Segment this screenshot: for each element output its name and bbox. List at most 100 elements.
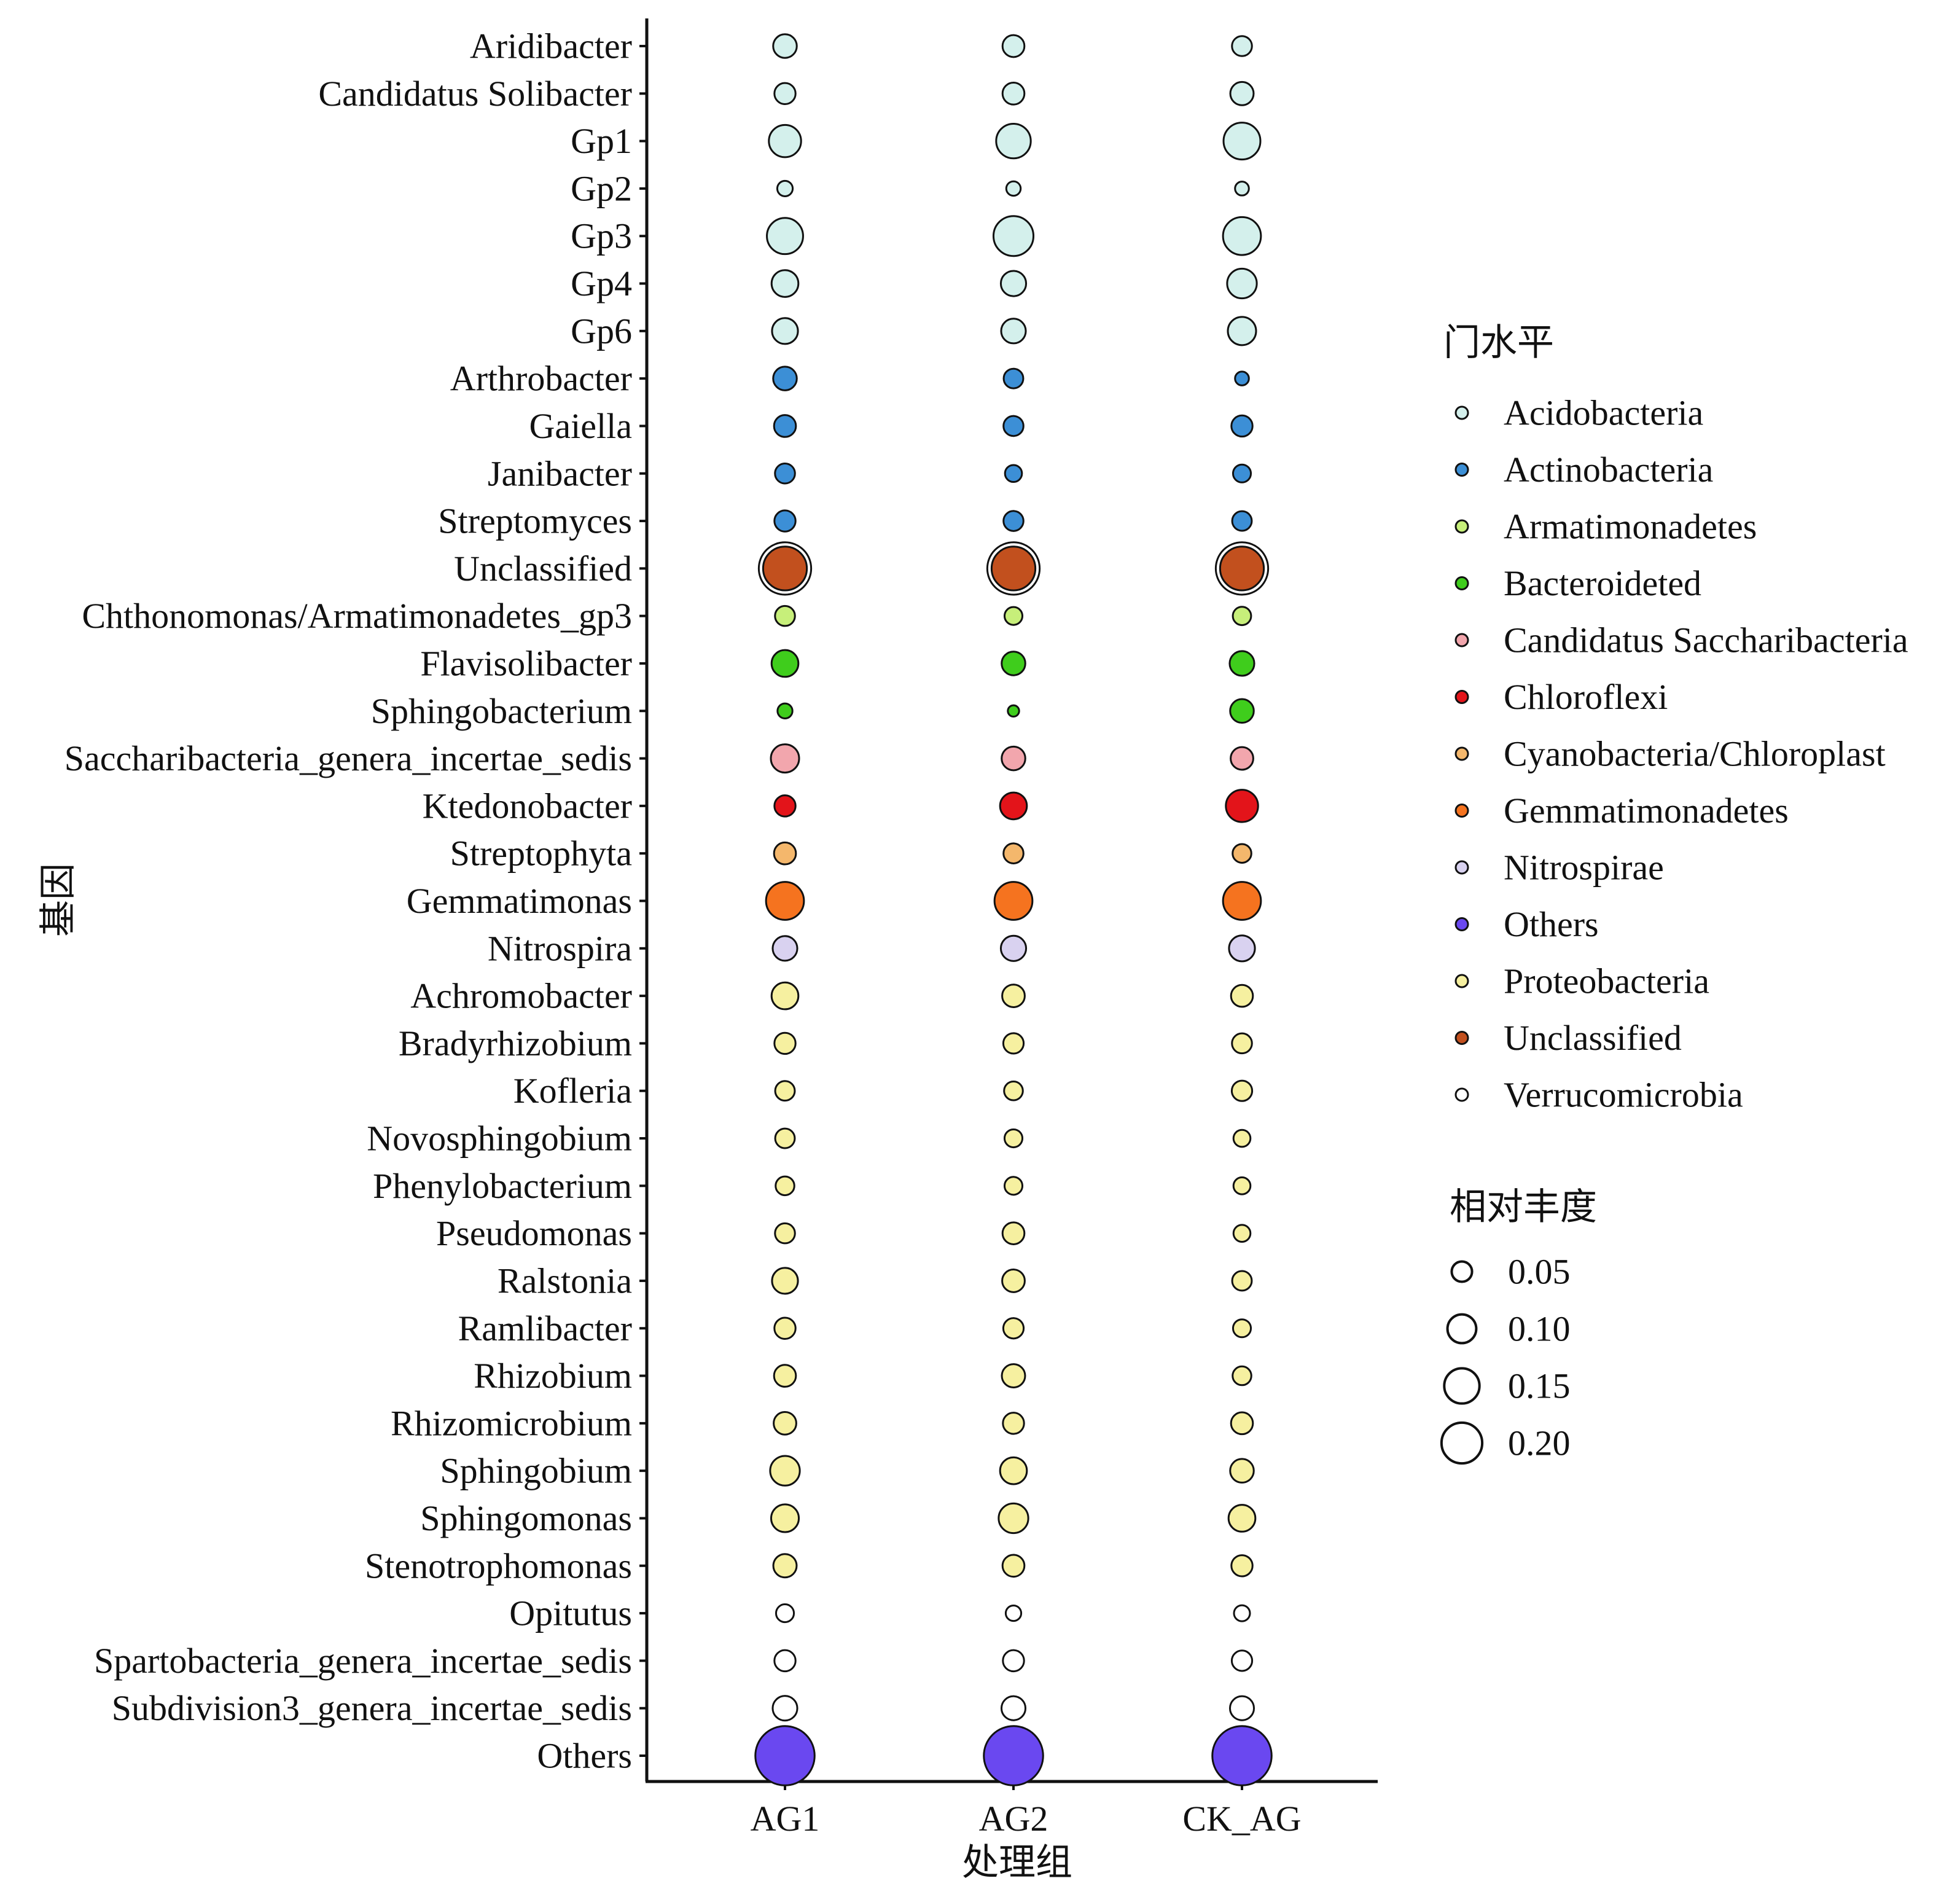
point-nitrospira-ag1 [771,935,798,962]
y-tick-label-sphingomonas: Sphingomonas [420,1498,632,1538]
legend-label-acidobacteria: Acidobacteria [1504,393,1703,433]
point-ralstonia-ag2 [1001,1269,1026,1293]
y-tick-label-novosphingobium: Novosphingobium [367,1119,632,1159]
y-tick-label-subdivision3-genera-incertae-sedis: Subdivision3_genera_incertae_sedis [112,1688,632,1728]
point-others-ag1 [754,1725,816,1786]
point-spartobacteria-genera-incertae-sedis-ag2 [1002,1649,1025,1673]
point-gaiella-ag1 [773,414,797,438]
point-ralstonia-ck-ag [1231,1270,1253,1292]
point-spartobacteria-genera-incertae-sedis-ck-ag [1230,1649,1254,1672]
point-aridibacter-ck-ag [1231,35,1253,57]
y-tick-label-unclassified: Unclassified [454,549,632,589]
size-key-3 [1440,1421,1484,1465]
point-ramlibacter-ag2 [1002,1317,1025,1340]
point-sphingomonas-ag1 [770,1503,800,1533]
point-achromobacter-ag1 [770,981,800,1011]
y-tick-label-others: Others [537,1736,632,1776]
point-ring-unclassified-ag2 [986,541,1041,596]
legend-key-nitrospirae [1454,860,1469,875]
size-key-1 [1446,1313,1478,1345]
legend-label-verrucomicrobia: Verrucomicrobia [1504,1075,1743,1115]
point-rhizomicrobium-ck-ag [1230,1411,1254,1436]
point-subdivision3-genera-incertae-sedis-ag2 [1000,1695,1027,1721]
point-unclassified-ck-ag [1219,546,1265,592]
y-tick-label-ralstonia: Ralstonia [498,1261,632,1301]
y-tick-label-sphingobacterium: Sphingobacterium [371,691,632,731]
point-janibacter-ck-ag [1232,463,1252,483]
point-bradyrhizobium-ck-ag [1231,1032,1253,1055]
point-gp1-ag2 [995,122,1032,160]
point-arthrobacter-ag2 [1002,367,1025,389]
point-gaiella-ck-ag [1230,414,1254,438]
y-tick-label-saccharibacteria-genera-incertae-sedis: Saccharibacteria_genera_incertae_sedis [64,738,632,778]
point-gp3-ck-ag [1222,216,1262,256]
y-tick-label-pseudomonas: Pseudomonas [436,1213,632,1253]
legend-label-cyanobacteria-chloroplast: Cyanobacteria/Chloroplast [1504,734,1886,774]
point-opitutus-ag2 [1004,1604,1023,1622]
size-label-0: 0.05 [1508,1252,1571,1292]
point-aridibacter-ag1 [772,33,798,59]
point-ring-unclassified-ck-ag [1214,541,1270,596]
legend-label-armatimonadetes: Armatimonadetes [1504,507,1757,547]
y-tick-label-arthrobacter: Arthrobacter [450,359,632,399]
point-unclassified-ag2 [990,546,1037,592]
legend-key-others [1454,917,1469,931]
point-gemmatimonas-ag2 [993,881,1034,921]
point-phenylobacterium-ag2 [1003,1176,1024,1196]
y-tick-label-gp3: Gp3 [571,216,632,256]
legend-label-candidatus-saccharibacteria: Candidatus Saccharibacteria [1504,620,1908,660]
point-sphingomonas-ck-ag [1227,1504,1257,1533]
point-gp4-ag2 [999,270,1028,297]
point-streptomyces-ag2 [1002,510,1025,532]
legend-key-gemmatimonadetes [1454,804,1469,818]
legend-key-bacteroideted [1454,576,1469,590]
point-flavisolibacter-ag1 [770,649,800,678]
legend-label-others: Others [1504,904,1599,944]
x-tick-label-ag2: AG2 [979,1799,1048,1839]
point-chthonomonas-armatimonadetes-gp3-ag2 [1003,606,1024,626]
point-streptophyta-ag2 [1002,842,1025,864]
point-stenotrophomonas-ag2 [1001,1554,1026,1578]
point-ralstonia-ag1 [771,1267,799,1295]
point-ktedonobacter-ag1 [773,794,797,818]
point-sphingobium-ck-ag [1229,1458,1255,1484]
y-tick-label-gemmatimonas: Gemmatimonas [407,881,632,921]
y-tick-label-ramlibacter: Ramlibacter [458,1308,632,1348]
y-tick-label-chthonomonas-armatimonadetes-gp3: Chthonomonas/Armatimonadetes_gp3 [82,596,632,636]
point-saccharibacteria-genera-incertae-sedis-ck-ag [1230,746,1254,771]
y-tick-label-achromobacter: Achromobacter [410,976,632,1016]
point-rhizomicrobium-ag2 [1002,1412,1025,1435]
y-tick-label-rhizomicrobium: Rhizomicrobium [391,1403,632,1443]
y-tick-label-streptophyta: Streptophyta [450,834,632,874]
point-ktedonobacter-ck-ag [1225,789,1259,823]
point-sphingobium-ag1 [769,1455,801,1487]
plot-points [754,33,1273,1786]
size-legend-title: 相对丰度 [1450,1187,1597,1227]
point-novosphingobium-ag1 [774,1127,796,1149]
point-bradyrhizobium-ag1 [773,1031,797,1055]
point-gaiella-ag2 [1002,415,1025,437]
legend-label-bacteroideted: Bacteroideted [1504,563,1701,603]
point-phenylobacterium-ck-ag [1232,1176,1252,1195]
point-unclassified-ag1 [762,546,808,592]
legend-key-actinobacteria [1454,463,1469,477]
point-gp3-ag2 [992,215,1035,257]
y-tick-label-opitutus: Opitutus [509,1594,632,1633]
point-kofleria-ag2 [1003,1080,1024,1101]
legend-label-actinobacteria: Actinobacteria [1504,450,1713,490]
point-candidatus-solibacter-ck-ag [1229,80,1255,106]
point-gp1-ag1 [768,123,802,158]
point-flavisolibacter-ck-ag [1228,650,1255,677]
size-label-1: 0.10 [1508,1309,1571,1349]
y-tick-label-gp4: Gp4 [571,264,632,303]
point-sphingobacterium-ag1 [776,702,794,719]
point-janibacter-ag2 [1004,464,1023,483]
size-label-3: 0.20 [1508,1423,1571,1463]
y-tick-label-streptomyces: Streptomyces [438,501,632,541]
point-kofleria-ag1 [774,1080,796,1102]
legend-key-proteobacteria [1454,974,1469,988]
point-achromobacter-ck-ag [1230,984,1254,1008]
point-candidatus-solibacter-ag2 [1001,81,1026,106]
size-key-0 [1450,1260,1474,1283]
